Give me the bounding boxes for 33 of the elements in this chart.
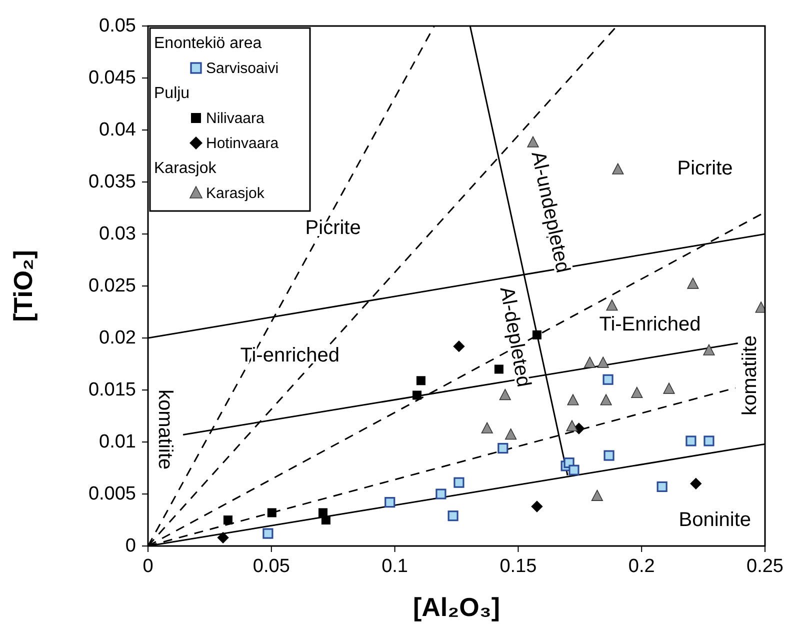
annotation: Boninite	[678, 509, 752, 531]
annotation: Ti-Enriched	[599, 313, 701, 336]
y-tick-label: 0.05	[99, 16, 136, 36]
y-tick-label: 0.04	[99, 120, 136, 140]
legend-label: Hotinvaara	[206, 135, 280, 152]
y-tick-label: 0.02	[99, 328, 136, 348]
x-tick-label: 0.15	[500, 556, 537, 577]
annotation: komatiite	[739, 335, 762, 416]
x-tick-label: 0.2	[628, 556, 655, 577]
x-tick-label: 0	[142, 556, 154, 577]
x-axis-title: [Al₂O₃]	[412, 592, 500, 622]
legend-label: Nilivaara	[206, 110, 266, 127]
y-tick-label: 0.045	[88, 68, 136, 88]
y-tick-label: 0.03	[99, 224, 136, 244]
annotation: komatiite	[154, 390, 176, 470]
legend-label: Karasjok	[206, 185, 265, 202]
y-tick-label: 0.005	[88, 484, 136, 504]
annotation: Picrite	[305, 216, 361, 239]
y-tick-label: 0.025	[88, 276, 136, 296]
annotation: Pulju	[154, 85, 190, 102]
y-axis-title: [TiO₂]	[8, 250, 38, 322]
y-tick-label: 0.01	[99, 432, 136, 452]
annotation: Enontekiö area	[154, 35, 262, 52]
annotation: Al-depleted	[495, 285, 535, 389]
annotation: Picrite	[677, 157, 733, 180]
x-tick-label: 0.25	[746, 556, 784, 577]
x-tick-label: 0.1	[382, 556, 408, 577]
y-tick-label: 0.035	[88, 172, 136, 192]
annotation: Karasjok	[154, 160, 218, 177]
x-tick-label: 0.05	[252, 556, 290, 577]
legend-label: Sarvisoaivi	[206, 60, 279, 77]
y-tick-label: 0	[125, 536, 136, 556]
y-tick-label: 0.015	[88, 380, 136, 400]
